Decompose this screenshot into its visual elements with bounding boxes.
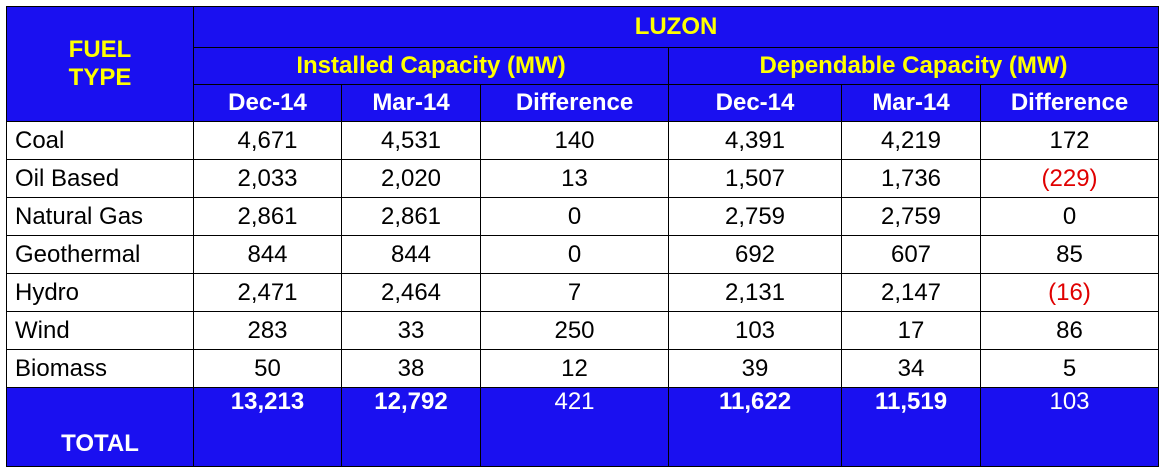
value-cell: 2,759 bbox=[841, 197, 981, 236]
value-cell: 2,033 bbox=[193, 159, 342, 198]
capacity-table: FUEL TYPE LUZON Installed Capacity (MW) D… bbox=[6, 6, 1160, 467]
header-text: FUEL bbox=[68, 36, 132, 63]
value-cell: 2,471 bbox=[193, 273, 342, 312]
value-cell: 5 bbox=[979, 349, 1160, 388]
value-cell: 17 bbox=[841, 311, 981, 350]
value-cell: 86 bbox=[979, 311, 1160, 350]
total-value: 11,622 bbox=[668, 387, 842, 467]
fuel-type-header: FUEL TYPE bbox=[6, 6, 194, 122]
total-value: 13,213 bbox=[193, 387, 342, 467]
value-cell: (16) bbox=[979, 273, 1160, 312]
value-cell: 4,219 bbox=[841, 121, 981, 160]
value-cell: 2,020 bbox=[341, 159, 481, 198]
value-cell: 1,507 bbox=[668, 159, 842, 198]
value-cell: 33 bbox=[341, 311, 481, 350]
value-cell: 0 bbox=[979, 197, 1160, 236]
table-row: Coal 4,671 4,531 140 4,391 4,219 172 bbox=[6, 121, 1160, 160]
column-header: Difference bbox=[979, 84, 1160, 122]
value-cell: 2,464 bbox=[341, 273, 481, 312]
value-cell: 172 bbox=[979, 121, 1160, 160]
value-cell: 283 bbox=[193, 311, 342, 350]
value-cell: 103 bbox=[668, 311, 842, 350]
header-text: TYPE bbox=[68, 64, 132, 91]
value-cell: 2,131 bbox=[668, 273, 842, 312]
fuel-name: Oil Based bbox=[6, 159, 194, 198]
value-cell: 844 bbox=[193, 235, 342, 274]
value-cell: 140 bbox=[480, 121, 669, 160]
fuel-name: Hydro bbox=[6, 273, 194, 312]
column-header: Difference bbox=[480, 84, 669, 122]
value-cell: 34 bbox=[841, 349, 981, 388]
value-cell: 2,759 bbox=[668, 197, 842, 236]
total-value: 11,519 bbox=[841, 387, 981, 467]
total-label: TOTAL bbox=[6, 387, 194, 467]
value-cell: 12 bbox=[480, 349, 669, 388]
value-cell: 85 bbox=[979, 235, 1160, 274]
value-cell: 4,391 bbox=[668, 121, 842, 160]
value-cell: 39 bbox=[668, 349, 842, 388]
value-cell: 0 bbox=[480, 197, 669, 236]
value-cell: 250 bbox=[480, 311, 669, 350]
value-cell: 13 bbox=[480, 159, 669, 198]
table-row: Wind 283 33 250 103 17 86 bbox=[6, 311, 1160, 350]
value-cell: 38 bbox=[341, 349, 481, 388]
value-cell: 4,531 bbox=[341, 121, 481, 160]
column-header: Dec-14 bbox=[668, 84, 842, 122]
fuel-name: Wind bbox=[6, 311, 194, 350]
group-header: Dependable Capacity (MW) bbox=[667, 47, 1160, 85]
fuel-name: Geothermal bbox=[6, 235, 194, 274]
value-cell: 844 bbox=[341, 235, 481, 274]
fuel-name: Coal bbox=[6, 121, 194, 160]
region-header: LUZON bbox=[192, 6, 1160, 48]
column-header: Dec-14 bbox=[193, 84, 342, 122]
value-cell: 2,147 bbox=[841, 273, 981, 312]
value-cell: 7 bbox=[480, 273, 669, 312]
total-value: 103 bbox=[979, 387, 1160, 467]
value-cell: 50 bbox=[193, 349, 342, 388]
value-cell: 1,736 bbox=[841, 159, 981, 198]
value-cell: 607 bbox=[841, 235, 981, 274]
value-cell: 692 bbox=[668, 235, 842, 274]
table-row: Geothermal 844 844 0 692 607 85 bbox=[6, 235, 1160, 274]
column-header: Mar-14 bbox=[841, 84, 981, 122]
table-row: Biomass 50 38 12 39 34 5 bbox=[6, 349, 1160, 388]
value-cell: (229) bbox=[979, 159, 1160, 198]
fuel-name: Biomass bbox=[6, 349, 194, 388]
total-value: 12,792 bbox=[341, 387, 481, 467]
value-cell: 2,861 bbox=[341, 197, 481, 236]
total-value: 421 bbox=[480, 387, 669, 467]
table-row: Oil Based 2,033 2,020 13 1,507 1,736 (229) bbox=[6, 159, 1160, 198]
value-cell: 2,861 bbox=[193, 197, 342, 236]
value-cell: 0 bbox=[480, 235, 669, 274]
table-row: Natural Gas 2,861 2,861 0 2,759 2,759 0 bbox=[6, 197, 1160, 236]
fuel-name: Natural Gas bbox=[6, 197, 194, 236]
group-header: Installed Capacity (MW) bbox=[193, 47, 669, 85]
column-header: Mar-14 bbox=[341, 84, 481, 122]
table-row: Hydro 2,471 2,464 7 2,131 2,147 (16) bbox=[6, 273, 1160, 312]
total-row: TOTAL 13,213 12,792 421 11,622 11,519 103 bbox=[6, 387, 1160, 467]
value-cell: 4,671 bbox=[193, 121, 342, 160]
